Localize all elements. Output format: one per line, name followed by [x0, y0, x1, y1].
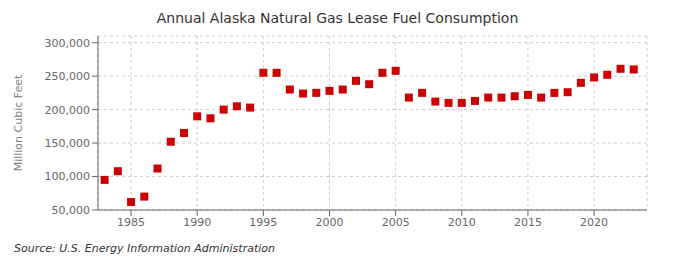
svg-text:2015: 2015	[514, 216, 542, 229]
svg-text:200,000: 200,000	[45, 104, 91, 117]
svg-text:1995: 1995	[249, 216, 277, 229]
svg-text:300,000: 300,000	[45, 37, 91, 50]
svg-text:50,000: 50,000	[52, 204, 91, 217]
svg-text:100,000: 100,000	[45, 170, 91, 183]
svg-text:1990: 1990	[183, 216, 211, 229]
svg-text:150,000: 150,000	[45, 137, 91, 150]
svg-text:2020: 2020	[580, 216, 608, 229]
svg-text:250,000: 250,000	[45, 70, 91, 83]
html-text:Source: U.S. Energy Informatio: Source: U.S. Energy Information Administ…	[14, 242, 275, 255]
svg-text:1985: 1985	[117, 216, 145, 229]
html-text:Annual Alaska Natural Gas Leas: Annual Alaska Natural Gas Lease Fuel Con…	[156, 10, 519, 26]
svg-text:2005: 2005	[382, 216, 410, 229]
svg-text:2010: 2010	[448, 216, 476, 229]
svg-text:Million Cubic Feet: Million Cubic Feet	[12, 74, 25, 171]
svg-text:2000: 2000	[316, 216, 344, 229]
